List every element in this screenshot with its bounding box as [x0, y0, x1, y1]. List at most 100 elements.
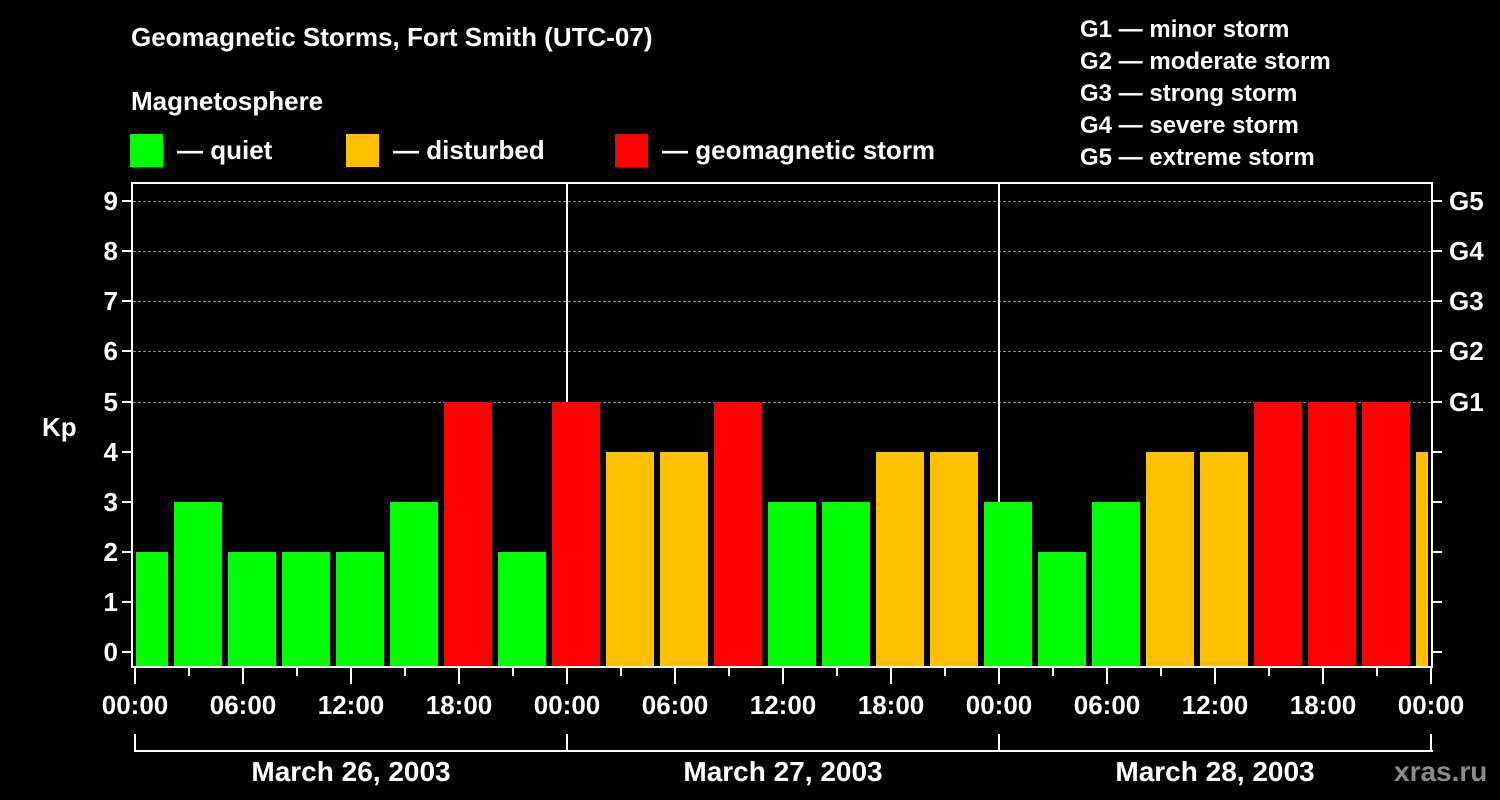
x-tick — [728, 668, 730, 676]
x-tick-label: 12:00 — [317, 690, 385, 720]
y-tick-right — [1433, 250, 1442, 252]
y-tick-right — [1433, 651, 1442, 653]
x-tick — [566, 668, 568, 684]
x-tick — [188, 668, 190, 676]
kp-bar — [1092, 502, 1140, 666]
legend-quiet: — quiet — [130, 133, 272, 167]
g-legend-item: G1 — minor storm — [1080, 16, 1290, 43]
kp-bar — [768, 502, 816, 666]
x-tick-label: 00:00 — [1397, 690, 1465, 720]
gridline — [133, 301, 1431, 302]
y-tick-label: 4 — [103, 437, 118, 467]
x-tick-label: 06:00 — [641, 690, 709, 720]
gridline — [133, 251, 1431, 252]
kp-bar — [1416, 452, 1428, 666]
date-bracket — [134, 750, 1433, 752]
legend-label: — disturbed — [393, 134, 545, 165]
kp-bar — [444, 402, 492, 666]
kp-bar — [282, 552, 330, 666]
x-tick — [1160, 668, 1162, 676]
date-bracket-tick — [134, 734, 136, 752]
x-tick-label: 06:00 — [209, 690, 277, 720]
day-boundary-line — [998, 184, 1000, 666]
gridline — [133, 351, 1431, 352]
kp-bar — [660, 452, 708, 666]
x-tick — [944, 668, 946, 676]
chart-subtitle: Magnetosphere — [131, 86, 324, 116]
date-bracket-tick — [998, 734, 1000, 752]
x-tick — [458, 668, 460, 684]
kp-bar — [714, 402, 762, 666]
x-tick — [242, 668, 244, 684]
kp-bar — [228, 552, 276, 666]
kp-bar — [984, 502, 1032, 666]
y-tick — [122, 601, 131, 603]
y-tick — [122, 200, 131, 202]
y-tick — [122, 451, 131, 453]
g-tick-label: G1 — [1449, 387, 1484, 417]
legend-storm: — geomagnetic storm — [615, 133, 935, 167]
y-tick-right — [1433, 501, 1442, 503]
x-tick-label: 12:00 — [1181, 690, 1249, 720]
legend-disturbed: — disturbed — [346, 133, 545, 167]
legend-label: — geomagnetic storm — [662, 134, 936, 165]
y-tick — [122, 401, 131, 403]
x-tick — [134, 668, 136, 684]
kp-bar — [552, 402, 600, 666]
day-label: March 26, 2003 — [251, 756, 451, 787]
kp-bar — [1146, 452, 1194, 666]
y-tick-label: 7 — [103, 286, 118, 316]
g-legend-item: G3 — strong storm — [1080, 80, 1298, 107]
kp-bar — [1308, 402, 1356, 666]
kp-bar — [136, 552, 168, 666]
x-tick — [1052, 668, 1054, 676]
kp-bar — [1254, 402, 1302, 666]
g-tick-label: G2 — [1449, 336, 1484, 366]
y-tick — [122, 651, 131, 653]
x-tick — [1214, 668, 1216, 684]
g-legend-item: G5 — extreme storm — [1080, 144, 1315, 171]
y-tick-label: 2 — [103, 537, 118, 567]
x-tick — [890, 668, 892, 684]
g-legend-item: G4 — severe storm — [1080, 112, 1299, 139]
legend-label: — quiet — [177, 134, 273, 165]
date-bracket-tick — [1430, 734, 1432, 752]
watermark: xras.ru — [1394, 756, 1488, 787]
x-tick — [512, 668, 514, 676]
x-tick — [350, 668, 352, 684]
x-tick-label: 18:00 — [425, 690, 493, 720]
x-tick — [296, 668, 298, 676]
date-bracket-tick — [566, 734, 568, 752]
x-tick-label: 00:00 — [965, 690, 1033, 720]
x-tick — [674, 668, 676, 684]
day-label: March 27, 2003 — [683, 756, 883, 787]
day-label: March 28, 2003 — [1115, 756, 1315, 787]
kp-bar — [1362, 402, 1410, 666]
y-tick-right — [1433, 200, 1442, 202]
y-tick-right — [1433, 300, 1442, 302]
quiet-swatch-icon — [130, 133, 163, 167]
y-tick-label: 8 — [103, 236, 118, 266]
kp-bar — [390, 502, 438, 666]
g-legend-item: G2 — moderate storm — [1080, 48, 1331, 75]
x-tick — [782, 668, 784, 684]
x-tick-label: 12:00 — [749, 690, 817, 720]
disturbed-swatch-icon — [346, 133, 379, 167]
x-tick — [998, 668, 1000, 684]
y-tick-label: 9 — [103, 186, 118, 216]
x-tick-label: 18:00 — [857, 690, 925, 720]
plot-area — [131, 182, 1433, 668]
kp-bar — [822, 502, 870, 666]
y-tick — [122, 300, 131, 302]
x-tick — [1268, 668, 1270, 676]
storm-swatch-icon — [615, 133, 648, 167]
x-tick — [1106, 668, 1108, 684]
y-tick-right — [1433, 601, 1442, 603]
kp-bar — [606, 452, 654, 666]
y-tick-label: 3 — [103, 487, 118, 517]
kp-bar — [1038, 552, 1086, 666]
y-tick — [122, 250, 131, 252]
g-tick-label: G3 — [1449, 286, 1484, 316]
y-tick — [122, 551, 131, 553]
y-tick-right — [1433, 551, 1442, 553]
